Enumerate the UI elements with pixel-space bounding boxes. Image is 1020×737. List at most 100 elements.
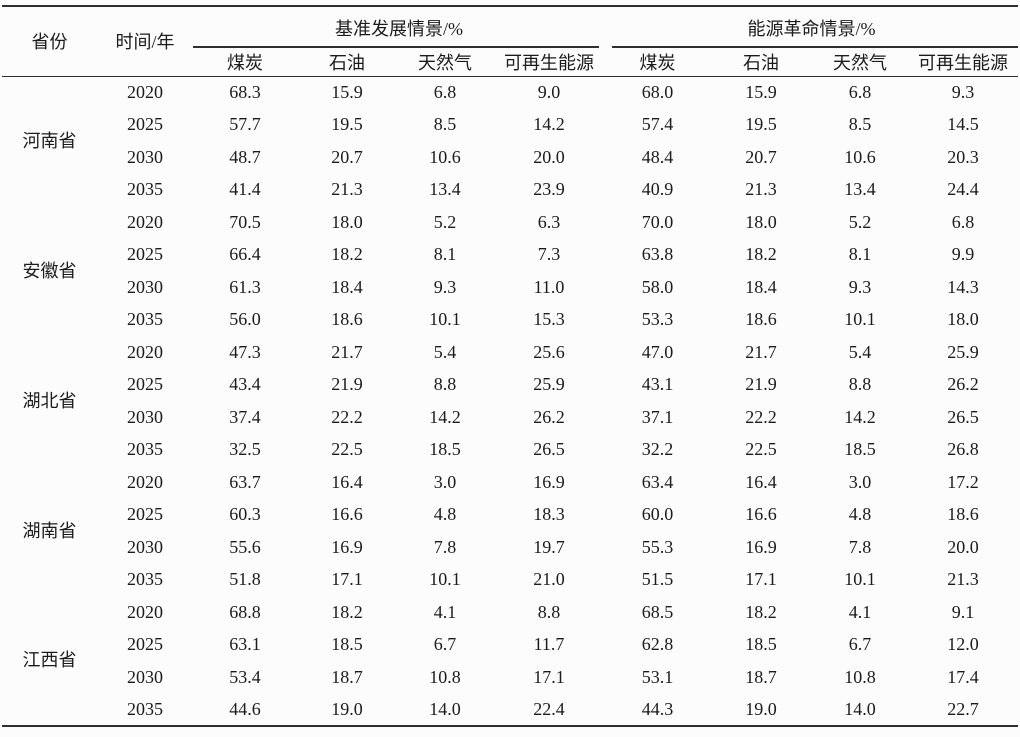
col-header-renewable-revolution: 可再生能源 xyxy=(908,48,1018,77)
table-head: 省份 时间/年 基准发展情景/% 能源革命情景/% 煤炭 石油 天然气 可再生能… xyxy=(2,6,1018,77)
table-row: 2035 32.5 22.5 18.5 26.5 32.2 22.5 18.5 26.8 xyxy=(2,434,1018,467)
value-cell: 25.9 xyxy=(947,341,979,362)
table-row: 2025 43.4 21.9 8.8 25.9 43.1 21.9 8.8 26.2 xyxy=(2,369,1018,402)
value-cell: 4.1 xyxy=(433,601,457,622)
value-cell: 11.7 xyxy=(533,634,565,655)
value-cell: 19.0 xyxy=(297,693,397,727)
value-cell: 22.2 xyxy=(331,406,363,427)
value-cell: 8.1 xyxy=(848,244,872,265)
value-cell: 19.5 xyxy=(745,114,777,135)
value-cell: 5.2 xyxy=(848,211,872,232)
value-cell: 44.6 xyxy=(193,693,297,727)
paper-table-page: 省份 时间/年 基准发展情景/% 能源革命情景/% 煤炭 石油 天然气 可再生能… xyxy=(0,5,1020,737)
value-cell: 14.5 xyxy=(947,114,979,135)
value-cell: 20.0 xyxy=(947,536,979,557)
value-cell: 18.3 xyxy=(533,504,565,525)
table-row: 2025 63.1 18.5 6.7 11.7 62.8 18.5 6.7 12.0 xyxy=(2,629,1018,662)
value-cell: 22.5 xyxy=(331,439,363,460)
year-cell: 2020 xyxy=(127,211,163,232)
value-cell: 8.8 xyxy=(433,374,457,395)
value-cell: 57.4 xyxy=(641,114,674,135)
value-cell: 9.1 xyxy=(951,601,975,622)
value-cell: 10.6 xyxy=(844,146,876,167)
value-cell: 18.2 xyxy=(745,601,777,622)
value-cell: 13.4 xyxy=(844,179,876,200)
value-cell: 60.3 xyxy=(229,504,261,525)
table-row: 2025 57.7 19.5 8.5 14.2 57.4 19.5 8.5 14.5 xyxy=(2,109,1018,142)
value-cell: 14.0 xyxy=(812,693,908,727)
value-cell: 18.7 xyxy=(745,666,777,687)
value-cell: 10.1 xyxy=(429,309,461,330)
value-cell: 18.7 xyxy=(331,666,363,687)
value-cell: 53.4 xyxy=(229,666,261,687)
value-cell: 4.8 xyxy=(433,504,457,525)
value-cell: 21.3 xyxy=(745,179,777,200)
value-cell: 20.3 xyxy=(947,146,979,167)
value-cell: 6.8 xyxy=(433,82,457,102)
energy-structure-table: 省份 时间/年 基准发展情景/% 能源革命情景/% 煤炭 石油 天然气 可再生能… xyxy=(2,5,1018,727)
value-cell: 23.9 xyxy=(533,179,565,200)
value-cell: 22.5 xyxy=(745,439,777,460)
value-cell: 21.7 xyxy=(745,341,777,362)
table-row: 湖南省 2020 63.7 16.4 3.0 16.9 63.4 16.4 3.0 17.2 xyxy=(2,466,1018,541)
value-cell: 15.3 xyxy=(533,309,565,330)
col-group-baseline-scenario: 基准发展情景/% xyxy=(193,6,605,48)
sub-header-row: 煤炭 石油 天然气 可再生能源 煤炭 石油 天然气 可再生能源 xyxy=(2,48,1018,77)
value-cell: 55.6 xyxy=(229,536,261,557)
value-cell: 32.5 xyxy=(229,439,261,460)
table-row: 2035 51.8 17.1 10.1 21.0 51.5 17.1 10.1 21.3 xyxy=(2,564,1018,597)
value-cell: 4.8 xyxy=(848,504,872,525)
value-cell: 48.4 xyxy=(641,146,674,167)
value-cell: 63.4 xyxy=(641,471,674,492)
value-cell: 26.2 xyxy=(947,374,979,395)
value-cell: 8.5 xyxy=(848,114,872,135)
year-cell: 2030 xyxy=(127,276,163,297)
year-cell: 2025 xyxy=(127,634,163,655)
value-cell: 47.3 xyxy=(229,341,261,362)
table-row: 2030 55.6 16.9 7.8 19.7 55.3 16.9 7.8 20.0 xyxy=(2,531,1018,564)
table-row: 2035 56.0 18.6 10.1 15.3 53.3 18.6 10.1 18.0 xyxy=(2,304,1018,337)
value-cell: 9.3 xyxy=(848,276,872,297)
year-cell: 2030 xyxy=(127,146,163,167)
value-cell: 10.1 xyxy=(844,309,876,330)
value-cell: 5.4 xyxy=(433,341,457,362)
value-cell: 68.0 xyxy=(641,82,674,102)
value-cell: 18.4 xyxy=(745,276,777,297)
value-cell: 9.9 xyxy=(951,244,975,265)
value-cell: 68.3 xyxy=(229,82,261,102)
table-row: 2030 61.3 18.4 9.3 11.0 58.0 18.4 9.3 14.3 xyxy=(2,271,1018,304)
value-cell: 18.2 xyxy=(331,244,363,265)
value-cell: 20.0 xyxy=(533,146,565,167)
year-cell: 2035 xyxy=(127,569,163,590)
year-cell: 2020 xyxy=(127,471,163,492)
value-cell: 37.1 xyxy=(641,406,674,427)
value-cell: 9.3 xyxy=(951,82,975,102)
value-cell: 9.0 xyxy=(537,82,561,102)
value-cell: 3.0 xyxy=(433,471,457,492)
value-cell: 14.2 xyxy=(844,406,876,427)
value-cell: 18.0 xyxy=(331,211,363,232)
value-cell: 14.2 xyxy=(429,406,461,427)
value-cell: 5.2 xyxy=(433,211,457,232)
value-cell: 25.9 xyxy=(533,374,565,395)
value-cell: 13.4 xyxy=(429,179,461,200)
value-cell: 16.9 xyxy=(331,536,363,557)
value-cell: 5.4 xyxy=(848,341,872,362)
value-cell: 58.0 xyxy=(641,276,674,297)
year-cell: 2035 xyxy=(127,179,163,200)
value-cell: 8.8 xyxy=(537,601,561,622)
value-cell: 16.9 xyxy=(533,471,565,492)
value-cell: 68.8 xyxy=(229,601,261,622)
value-cell: 16.4 xyxy=(745,471,777,492)
value-cell: 8.8 xyxy=(848,374,872,395)
col-header-oil-revolution: 石油 xyxy=(710,48,812,77)
value-cell: 9.3 xyxy=(433,276,457,297)
year-cell: 2020 xyxy=(127,341,163,362)
table-row: 河南省 2020 68.3 15.9 6.8 9.0 68.0 15.9 6.8 9.3 xyxy=(2,76,1018,151)
col-header-coal-revolution: 煤炭 xyxy=(605,48,710,77)
value-cell: 7.8 xyxy=(848,536,872,557)
value-cell: 26.8 xyxy=(947,439,979,460)
value-cell: 19.0 xyxy=(710,693,812,727)
year-cell: 2030 xyxy=(127,666,163,687)
value-cell: 51.8 xyxy=(229,569,261,590)
